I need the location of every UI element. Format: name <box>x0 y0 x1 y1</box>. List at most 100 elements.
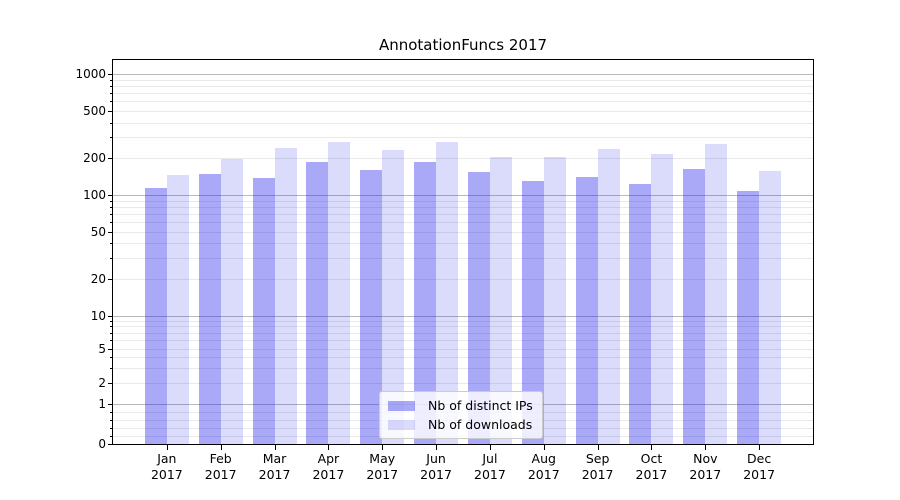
x-label-year: 2017 <box>150 467 183 482</box>
y-minor-tick-mark <box>110 222 113 224</box>
x-tick-label: Nov 2017 <box>675 451 735 483</box>
gridline-minor <box>113 85 813 87</box>
y-minor-tick-mark <box>110 420 113 421</box>
y-minor-tick-mark <box>110 356 113 358</box>
y-minor-tick-mark <box>110 326 113 328</box>
bar-distinct-ips <box>629 184 652 444</box>
x-tick-mark <box>759 445 761 450</box>
legend-label-downloads: Nb of downloads <box>428 417 533 432</box>
gridline-minor <box>113 258 813 260</box>
bar-downloads <box>166 175 189 444</box>
bar-distinct-ips <box>575 176 598 444</box>
x-label-year: 2017 <box>258 467 291 482</box>
bar-distinct-ips <box>683 168 706 444</box>
bar-downloads <box>220 159 243 444</box>
x-label-month: Jan <box>157 451 177 466</box>
y-tick-label: 20 <box>90 272 106 286</box>
bar-downloads <box>759 170 782 444</box>
y-tick-label: 500 <box>83 104 106 118</box>
x-label-year: 2017 <box>204 467 237 482</box>
x-label-month: Apr <box>317 451 340 466</box>
gridline-major <box>113 315 813 317</box>
gridline-minor <box>113 122 813 124</box>
gridline-minor <box>113 383 813 384</box>
y-minor-tick-mark <box>110 101 113 103</box>
y-minor-tick-mark <box>110 436 113 437</box>
x-tick-mark <box>328 445 330 450</box>
gridline-minor <box>113 332 813 334</box>
x-label-month: Nov <box>693 451 718 466</box>
gridline-major <box>113 74 813 75</box>
x-tick-label: Jun 2017 <box>406 451 466 483</box>
x-tick-mark <box>543 445 545 450</box>
y-tick-mark <box>108 74 113 75</box>
y-minor-tick-mark <box>110 320 113 322</box>
y-tick-label: 1 <box>98 397 106 411</box>
gridline-minor <box>113 339 813 341</box>
bar-distinct-ips <box>252 177 275 444</box>
x-label-month: Jun <box>426 451 446 466</box>
gridline-minor <box>113 158 813 160</box>
x-label-month: Feb <box>209 451 232 466</box>
bar-downloads <box>436 142 459 444</box>
x-label-month: May <box>369 451 396 466</box>
x-label-year: 2017 <box>527 467 560 482</box>
y-tick-mark <box>108 404 113 405</box>
y-minor-tick-mark <box>110 206 113 208</box>
x-label-month: Jul <box>482 451 498 466</box>
y-tick-mark <box>108 315 113 317</box>
x-label-month: Dec <box>747 451 772 466</box>
plot-area: Nb of distinct IPs Nb of downloads <box>113 60 813 444</box>
gridline-minor <box>113 222 813 224</box>
y-tick-mark <box>108 195 113 196</box>
y-tick-label: 0 <box>98 437 106 451</box>
legend-swatch-downloads <box>388 419 415 430</box>
gridline-minor <box>113 367 813 369</box>
x-label-year: 2017 <box>312 467 345 482</box>
y-minor-tick-mark <box>110 348 113 350</box>
y-minor-tick-mark <box>110 85 113 87</box>
y-minor-tick-mark <box>110 339 113 341</box>
y-minor-tick-mark <box>110 93 113 95</box>
y-minor-tick-mark <box>110 279 113 280</box>
gridline-minor <box>113 213 813 215</box>
x-tick-label: Jan 2017 <box>137 451 197 483</box>
gridline-minor <box>113 243 813 245</box>
x-tick-label: Feb 2017 <box>191 451 251 483</box>
bar-downloads <box>705 144 728 444</box>
y-tick-label: 5 <box>98 341 106 356</box>
x-label-month: Sep <box>585 451 610 466</box>
gridline-minor <box>113 137 813 139</box>
gridline-minor <box>113 279 813 280</box>
gridline-minor <box>113 93 813 95</box>
y-minor-tick-mark <box>110 428 113 429</box>
x-tick-label: Oct 2017 <box>621 451 681 483</box>
bar-downloads <box>382 149 405 444</box>
x-tick-label: Sep 2017 <box>568 451 628 483</box>
legend-label-ips: Nb of distinct IPs <box>428 398 533 413</box>
bar-downloads <box>328 141 351 444</box>
y-minor-tick-mark <box>110 122 113 124</box>
y-minor-tick-mark <box>110 367 113 369</box>
y-tick-label: 200 <box>83 151 106 166</box>
x-tick-mark <box>597 445 599 450</box>
gridline-minor <box>113 320 813 322</box>
y-minor-tick-mark <box>110 258 113 260</box>
y-minor-tick-mark <box>110 111 113 112</box>
y-tick-label: 100 <box>83 188 106 202</box>
x-label-month: Oct <box>640 451 663 466</box>
bar-downloads <box>543 157 566 444</box>
legend-row-downloads: Nb of downloads <box>388 417 533 432</box>
x-label-year: 2017 <box>420 467 452 482</box>
bar-downloads <box>274 148 297 444</box>
gridline-minor <box>113 111 813 112</box>
gridline-minor <box>113 348 813 350</box>
bar-distinct-ips <box>144 187 167 444</box>
bar-distinct-ips <box>198 173 221 444</box>
x-label-year: 2017 <box>689 467 722 482</box>
x-tick-mark <box>651 445 653 450</box>
x-tick-label: Dec 2017 <box>729 451 789 483</box>
x-tick-label: May 2017 <box>352 451 412 483</box>
y-minor-tick-mark <box>110 412 113 413</box>
